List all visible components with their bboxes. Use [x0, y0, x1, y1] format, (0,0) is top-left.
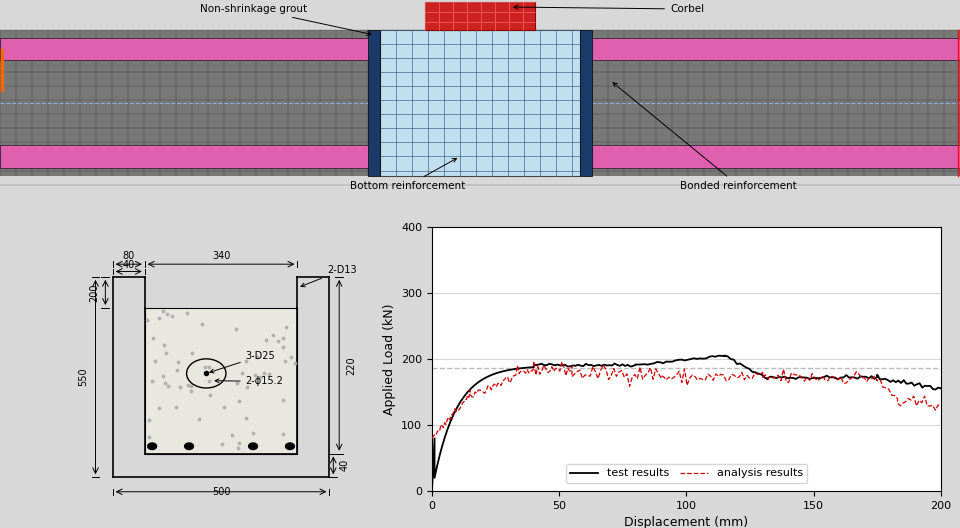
- Text: Non-shrinkage grout: Non-shrinkage grout: [200, 4, 372, 35]
- Bar: [425, 2, 535, 30]
- Bar: [368, 30, 380, 175]
- Text: Bonded reinforcement: Bonded reinforcement: [613, 83, 797, 191]
- analysis results: [579, 372, 590, 378]
- analysis results: [528, 358, 540, 364]
- Bar: [580, 30, 592, 175]
- Circle shape: [148, 443, 156, 449]
- analysis results: [660, 377, 672, 383]
- Text: Corbel: Corbel: [514, 4, 704, 14]
- Text: 340: 340: [212, 251, 230, 260]
- Text: 500: 500: [212, 487, 230, 497]
- Bar: [145, 308, 298, 454]
- Line: analysis results: analysis results: [432, 361, 941, 438]
- Bar: [0, 145, 380, 167]
- test results: [651, 359, 662, 365]
- test results: [435, 448, 446, 454]
- analysis results: [935, 402, 947, 409]
- Text: Bottom reinforcement: Bottom reinforcement: [350, 158, 466, 191]
- Circle shape: [285, 443, 295, 449]
- Bar: [580, 38, 960, 60]
- Y-axis label: Applied Load (kN): Applied Load (kN): [383, 303, 396, 415]
- Text: 3-D25: 3-D25: [210, 351, 276, 373]
- analysis results: [568, 371, 580, 377]
- Bar: [0, 38, 380, 60]
- Text: 40: 40: [339, 459, 349, 472]
- Circle shape: [249, 443, 257, 449]
- test results: [844, 374, 855, 381]
- Legend: test results, analysis results: test results, analysis results: [565, 464, 807, 483]
- Text: 550: 550: [78, 368, 88, 386]
- Line: test results: test results: [432, 355, 941, 491]
- analysis results: [778, 366, 789, 372]
- analysis results: [426, 435, 438, 441]
- X-axis label: Displacement (mm): Displacement (mm): [624, 516, 749, 528]
- Text: 2-D13: 2-D13: [300, 265, 356, 287]
- Text: 200: 200: [89, 283, 99, 301]
- test results: [809, 375, 821, 381]
- test results: [503, 367, 515, 373]
- analysis results: [453, 407, 465, 413]
- Text: 2-ϕ15.2: 2-ϕ15.2: [215, 376, 283, 386]
- test results: [426, 488, 438, 494]
- test results: [935, 385, 947, 392]
- test results: [539, 362, 550, 369]
- Bar: [380, 30, 580, 175]
- Circle shape: [184, 443, 194, 449]
- Bar: [580, 145, 960, 167]
- Text: 220: 220: [347, 356, 356, 374]
- analysis results: [817, 373, 828, 379]
- Bar: [0, 30, 960, 175]
- Text: 80: 80: [123, 251, 134, 260]
- test results: [719, 352, 731, 359]
- Text: 40: 40: [123, 260, 134, 270]
